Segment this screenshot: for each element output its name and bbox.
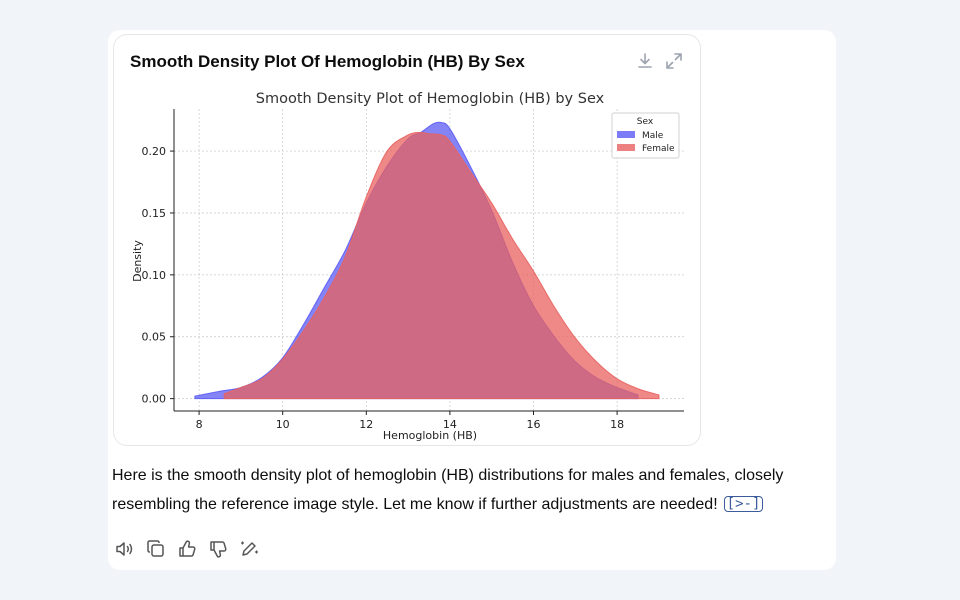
assistant-message-panel: Smooth Density Plot Of Hemoglobin (HB) B…	[108, 30, 836, 570]
expand-icon[interactable]	[664, 51, 684, 71]
chart-title: Smooth Density Plot of Hemoglobin (HB) b…	[256, 91, 605, 107]
citation-icon[interactable]: [>-]	[723, 496, 764, 513]
card-title: Smooth Density Plot Of Hemoglobin (HB) B…	[130, 52, 525, 71]
chart-card: Smooth Density Plot Of Hemoglobin (HB) B…	[113, 34, 701, 446]
y-tick-label: 0.10	[142, 269, 167, 282]
chart-legend: Sex Male Female	[611, 112, 680, 159]
x-tick-label: 8	[196, 418, 203, 431]
assistant-message: Here is the smooth density plot of hemog…	[112, 462, 832, 519]
x-tick-label: 12	[359, 418, 373, 431]
thumbs-up-icon[interactable]	[176, 538, 198, 560]
x-axis-label: Hemoglobin (HB)	[383, 429, 477, 442]
legend-label-female: Female	[642, 144, 675, 154]
y-tick-label: 0.05	[142, 331, 167, 344]
copy-icon[interactable]	[145, 538, 167, 560]
y-tick-label: 0.20	[142, 145, 167, 158]
message-text: Here is the smooth density plot of hemog…	[112, 467, 784, 513]
density-area-female	[223, 131, 660, 400]
edit-icon[interactable]	[238, 538, 260, 560]
thumbs-down-icon[interactable]	[207, 538, 229, 560]
y-tick-label: 0.00	[142, 393, 167, 406]
y-tick-label: 0.15	[142, 207, 167, 220]
legend-title: Sex	[637, 117, 654, 127]
x-tick-label: 16	[527, 418, 541, 431]
x-tick-label: 18	[610, 418, 624, 431]
read-aloud-icon[interactable]	[114, 538, 136, 560]
download-icon[interactable]	[635, 51, 655, 71]
legend-label-male: Male	[642, 131, 664, 141]
legend-swatch-male	[617, 131, 635, 138]
density-chart: 8 10 12 14 16 18 0.00 0.05 0.10 0.15 0.20 Smooth D…	[131, 91, 684, 442]
legend-swatch-female	[617, 144, 635, 151]
x-tick-label: 10	[276, 418, 290, 431]
x-tick-label: 14	[443, 418, 457, 431]
y-axis-label: Density	[131, 240, 144, 282]
